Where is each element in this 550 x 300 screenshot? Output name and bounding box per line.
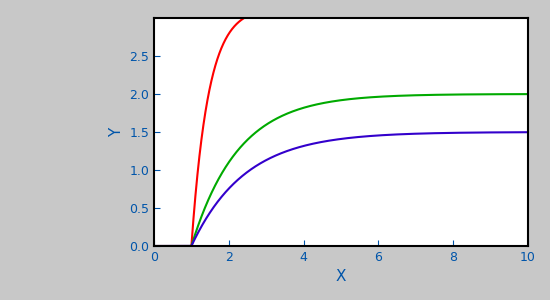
Y-axis label: Y: Y [108,128,124,136]
X-axis label: X: X [336,269,346,284]
